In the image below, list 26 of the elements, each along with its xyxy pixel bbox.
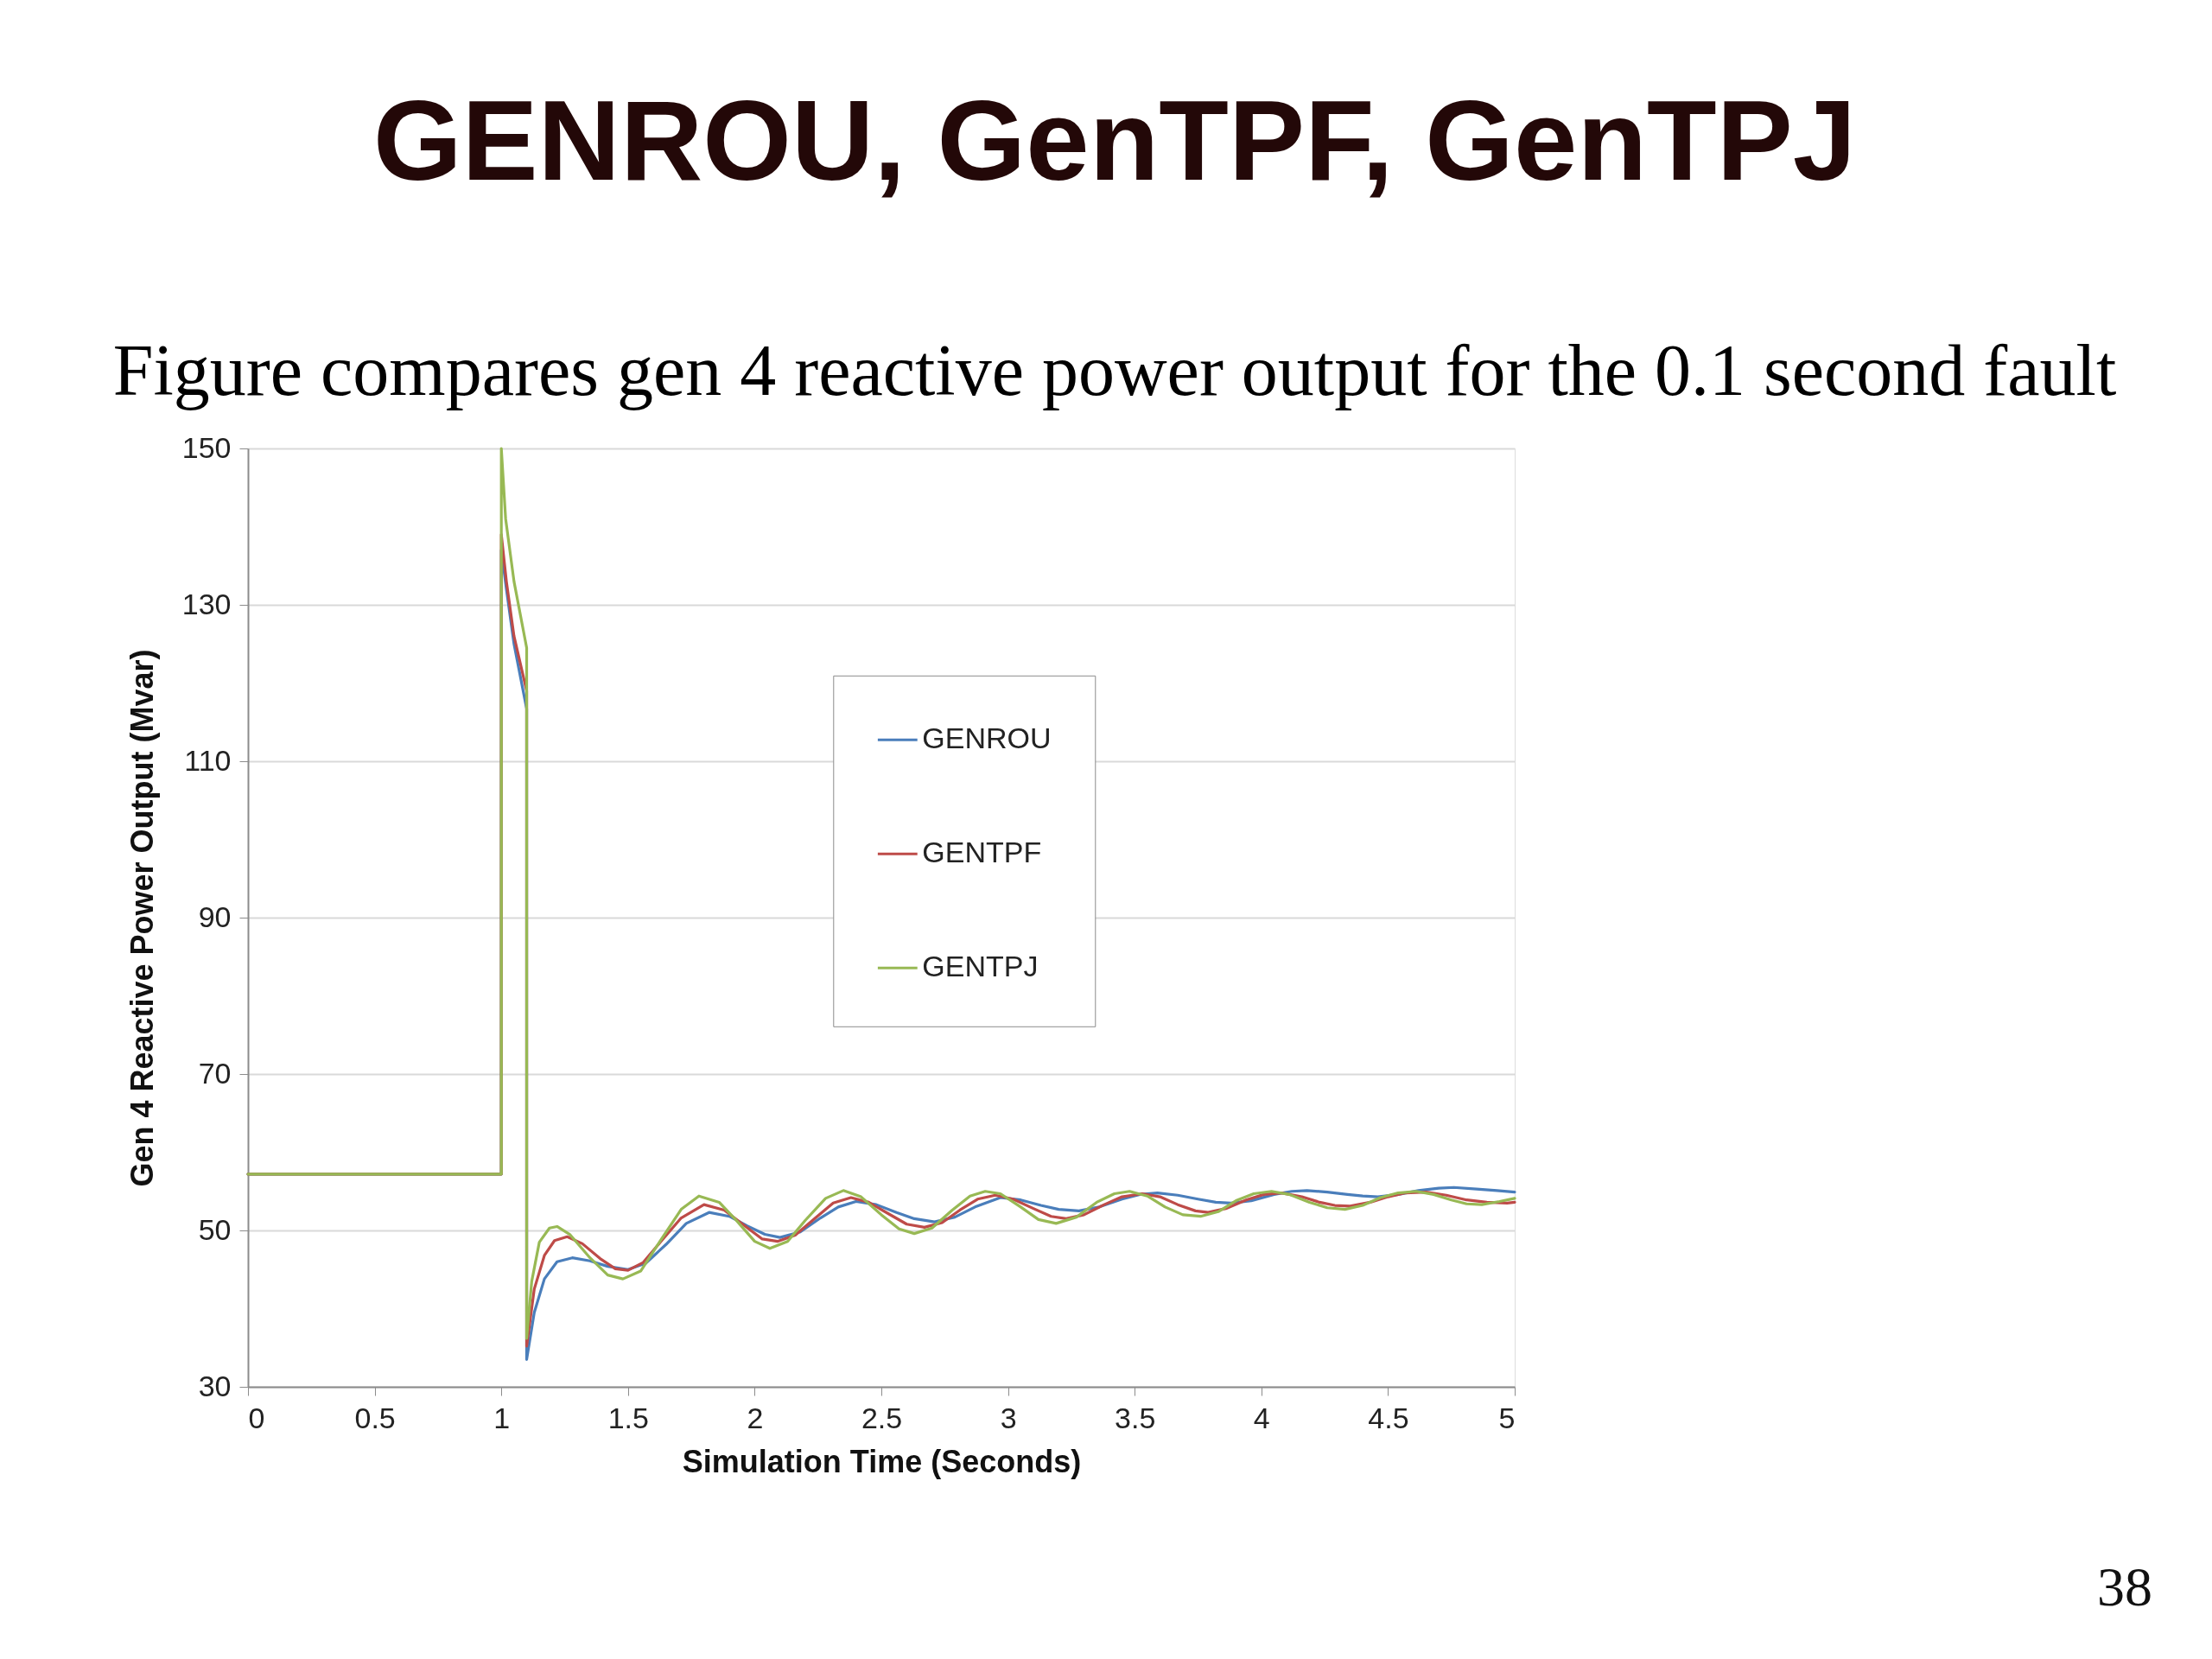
y-tick-label: 50: [198, 1212, 232, 1246]
x-tick-label: 3: [1000, 1401, 1017, 1434]
x-tick-label: 2.5: [861, 1401, 903, 1434]
legend-label: GENROU: [922, 721, 1052, 755]
x-tick-label: 2: [747, 1401, 764, 1434]
x-axis-title: Simulation Time (Seconds): [682, 1443, 1082, 1479]
legend-label: GENTPF: [922, 836, 1042, 869]
x-tick-label: 4: [1253, 1401, 1270, 1434]
y-axis-title: Gen 4 Reactive Power Output (Mvar): [124, 649, 160, 1187]
y-tick-label: 110: [184, 743, 232, 777]
legend-label: GENTPJ: [922, 950, 1039, 983]
y-tick-label: 90: [198, 899, 232, 933]
x-tick-label: 3.5: [1115, 1401, 1156, 1434]
x-tick-label: 1.5: [607, 1401, 649, 1434]
chart-title: GENROU, GenTPF, GenTPJ: [372, 77, 1857, 204]
chart-subtitle: Figure compares gen 4 reactive power output for the 0.1 second fault: [112, 330, 2117, 410]
y-tick-label: 130: [181, 587, 232, 620]
x-tick-label: 4.5: [1368, 1401, 1409, 1434]
y-tick-label: 70: [198, 1056, 232, 1090]
x-tick-label: 0: [248, 1401, 265, 1434]
x-tick-label: 1: [493, 1401, 511, 1434]
x-tick-label: 5: [1498, 1401, 1516, 1434]
text: 38: [2097, 1556, 2152, 1618]
y-tick-label: 30: [198, 1369, 232, 1402]
x-tick-label: 0.5: [354, 1401, 396, 1434]
y-tick-label: 150: [181, 430, 232, 464]
